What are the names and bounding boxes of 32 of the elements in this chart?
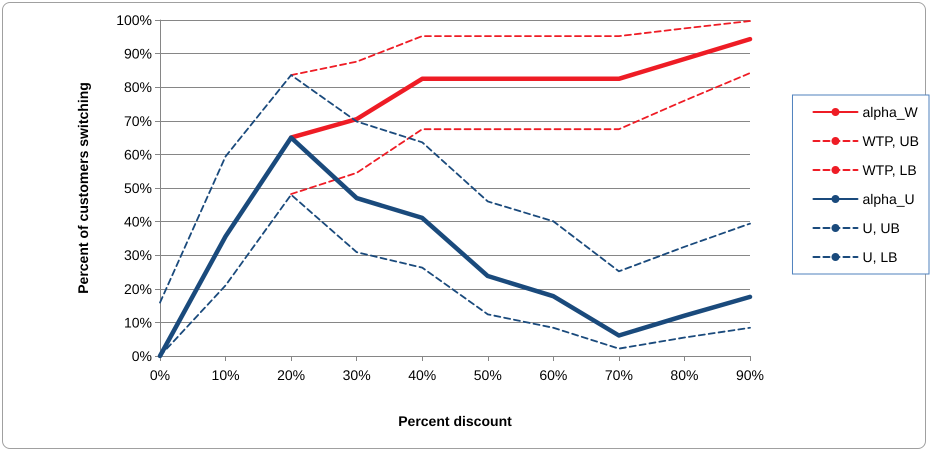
y-tick-label: 30%: [124, 247, 152, 264]
x-tick-label: 90%: [736, 367, 764, 383]
x-tick-label: 40%: [408, 367, 436, 383]
legend-label: WTP, UB: [862, 133, 920, 149]
y-tick-label: 40%: [124, 214, 152, 230]
legend-label: alpha_U: [862, 191, 915, 207]
y-tick-label: 100%: [116, 12, 152, 28]
y-tick-label: 70%: [124, 112, 152, 129]
x-tick-label: 30%: [342, 367, 371, 383]
y-tick-label: 50%: [124, 180, 152, 196]
line-series: [290, 72, 751, 195]
x-tick-label: 20%: [277, 367, 306, 383]
line-series: [288, 36, 752, 140]
x-tick-label: 0%: [150, 367, 170, 383]
x-tick-label: 10%: [212, 367, 240, 383]
legend-label: U, LB: [862, 249, 898, 265]
x-tick-label: 60%: [539, 367, 568, 383]
y-tick-label: 90%: [124, 46, 152, 62]
y-tick-label: 80%: [124, 79, 152, 96]
line-series: [290, 20, 751, 76]
x-tick-label: 70%: [604, 367, 633, 383]
y-tick-label: 0%: [132, 348, 152, 364]
y-tick-label: 60%: [124, 146, 152, 162]
legend-label: alpha_W: [862, 104, 919, 120]
x-axis-title: Percent discount: [398, 413, 512, 429]
legend-label: U, UB: [862, 220, 900, 236]
y-axis-title: Percent of customers switching: [75, 82, 91, 294]
y-tick-label: 20%: [124, 280, 152, 297]
x-tick-label: 80%: [670, 367, 698, 383]
x-tick-label: 50%: [474, 367, 502, 383]
legend-label: WTP, LB: [862, 162, 917, 178]
y-tick-label: 10%: [124, 314, 152, 330]
